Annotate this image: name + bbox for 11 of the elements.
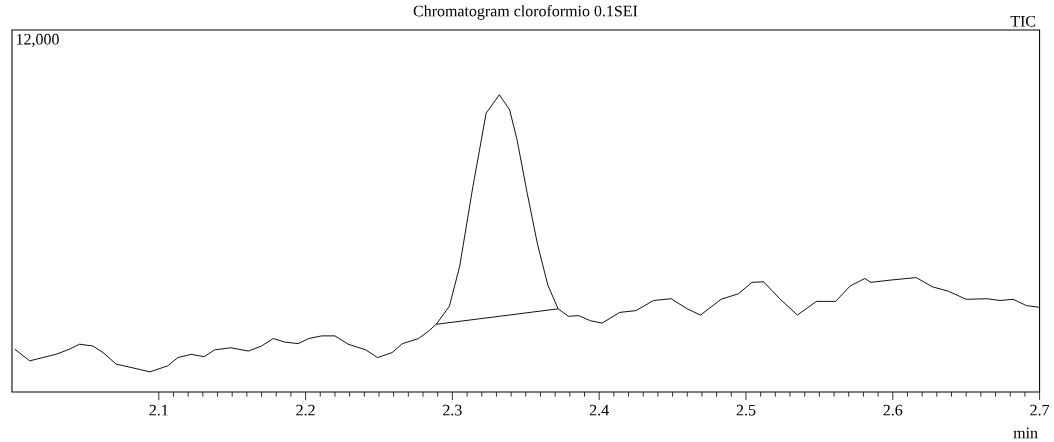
text: 12,000 [16,33,59,47]
x-tick-label: 2.5 [736,404,756,416]
x-tick-label: 2.6 [883,404,903,416]
x-tick-label: 2.7 [1030,404,1050,416]
x-tick-label: 2.2 [296,404,315,416]
x-tick-label: 2.1 [149,404,168,416]
x-tick-label: 2.3 [443,404,462,416]
chart-title: Chromatogram cloroformio 0.1SEI [413,5,638,20]
x-tick-label: 2.4 [589,404,609,416]
x-axis-title: min [1013,427,1038,439]
text: TIC [1010,15,1036,27]
